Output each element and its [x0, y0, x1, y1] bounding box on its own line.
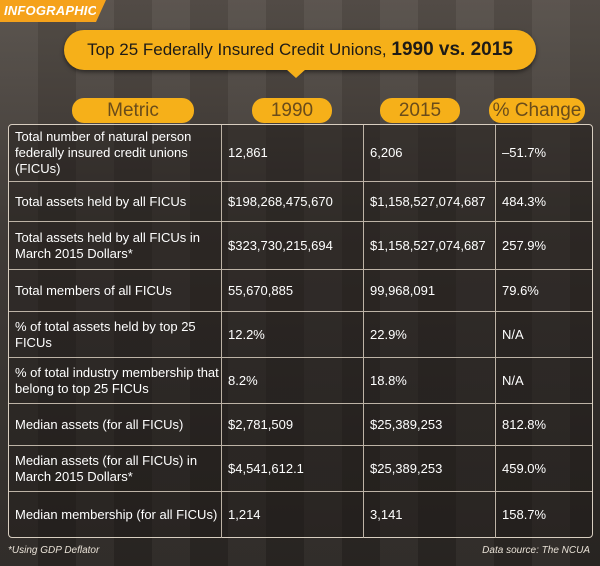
change-cell: 79.6% [495, 270, 592, 312]
value-2015-cell: 99,968,091 [363, 270, 495, 312]
metric-cell: Median assets (for all FICUs) in March 2… [15, 453, 198, 484]
metric-cell: Total number of natural person federally… [15, 129, 192, 176]
value-2015-cell: $1,158,527,074,687 [363, 182, 495, 222]
value-1990-cell: $2,781,509 [221, 404, 363, 446]
value-2015-cell: $25,389,253 [363, 446, 495, 492]
table-row: Median assets (for all FICUs) in March 2… [9, 445, 592, 492]
chart-title: Top 25 Federally Insured Credit Unions, … [64, 30, 536, 70]
value-1990-cell: $323,730,215,694 [221, 222, 363, 270]
change-cell: 484.3% [495, 182, 592, 222]
title-main: Top 25 Federally Insured Credit Unions, [87, 40, 392, 59]
table-row: Total number of natural person federally… [9, 125, 592, 181]
title-bold: 1990 vs. 2015 [391, 39, 513, 60]
metric-cell: Total assets held by all FICUs in March … [15, 230, 200, 261]
change-cell: 812.8% [495, 404, 592, 446]
change-cell: 257.9% [495, 222, 592, 270]
column-header-2015: 2015 [380, 98, 460, 123]
table-row: Total assets held by all FICUs $198,268,… [9, 181, 592, 222]
change-cell: 158.7% [495, 492, 592, 538]
table-row: Total assets held by all FICUs in March … [9, 221, 592, 270]
value-1990-cell: 1,214 [221, 492, 363, 538]
table-row: Median membership (for all FICUs) 1,214 … [9, 491, 592, 538]
table-row: Total members of all FICUs 55,670,885 99… [9, 269, 592, 312]
metric-cell: Median membership (for all FICUs) [15, 507, 218, 522]
value-1990-cell: 12.2% [221, 312, 363, 358]
change-cell: N/A [495, 358, 592, 404]
value-2015-cell: 22.9% [363, 312, 495, 358]
column-header-change: % Change [489, 98, 585, 123]
metric-cell: Total assets held by all FICUs [15, 194, 187, 209]
table-row: Median assets (for all FICUs) $2,781,509… [9, 403, 592, 446]
change-cell: –51.7% [495, 125, 592, 181]
metric-cell: Median assets (for all FICUs) [15, 417, 184, 432]
value-1990-cell: 12,861 [221, 125, 363, 181]
change-cell: 459.0% [495, 446, 592, 492]
value-2015-cell: 6,206 [363, 125, 495, 181]
table-row: % of total assets held by top 25 FICUs 1… [9, 311, 592, 358]
change-cell: N/A [495, 312, 592, 358]
value-1990-cell: 55,670,885 [221, 270, 363, 312]
metric-cell: % of total industry membership that belo… [15, 365, 219, 396]
data-table: Total number of natural person federally… [8, 124, 593, 538]
table-row: % of total industry membership that belo… [9, 357, 592, 404]
metric-cell: Total members of all FICUs [15, 283, 172, 298]
title-pointer [286, 69, 306, 78]
column-header-metric: Metric [72, 98, 194, 123]
value-1990-cell: $198,268,475,670 [221, 182, 363, 222]
value-2015-cell: 3,141 [363, 492, 495, 538]
infographic-tag: INFOGRAPHIC [0, 0, 106, 22]
metric-cell: % of total assets held by top 25 FICUs [15, 319, 196, 350]
value-1990-cell: 8.2% [221, 358, 363, 404]
column-header-1990: 1990 [252, 98, 332, 123]
value-2015-cell: 18.8% [363, 358, 495, 404]
footnote-deflator: *Using GDP Deflator [8, 545, 100, 556]
data-source: Data source: The NCUA [482, 545, 590, 556]
value-2015-cell: $25,389,253 [363, 404, 495, 446]
value-2015-cell: $1,158,527,074,687 [363, 222, 495, 270]
value-1990-cell: $4,541,612.1 [221, 446, 363, 492]
